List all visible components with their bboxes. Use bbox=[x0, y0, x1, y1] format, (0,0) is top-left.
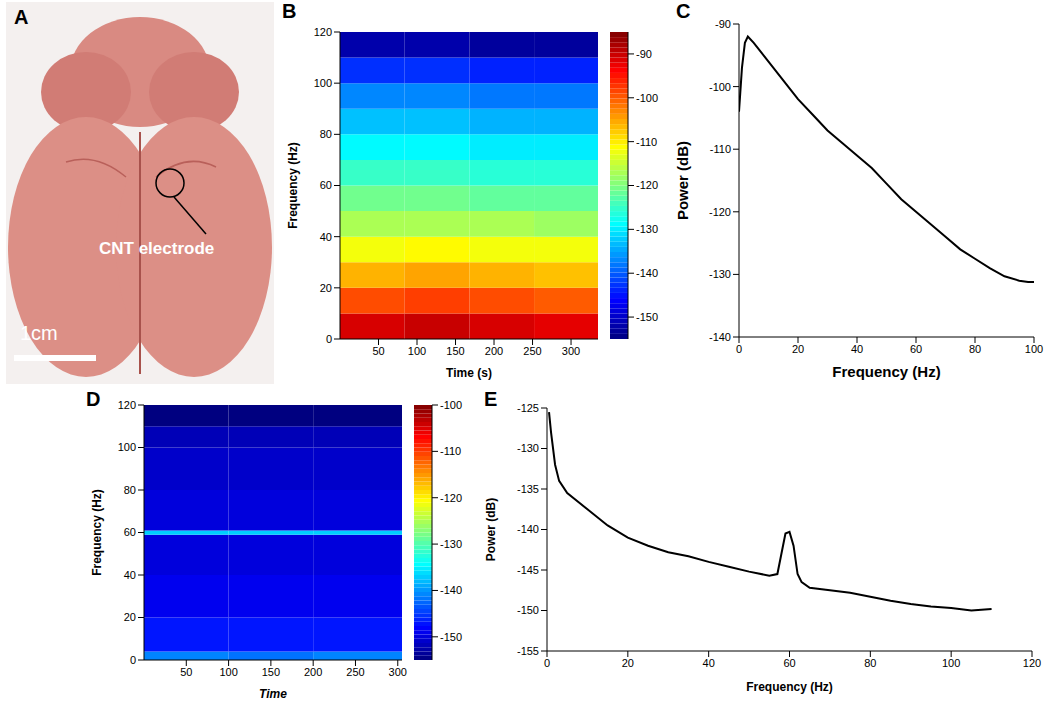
svg-text:60: 60 bbox=[124, 526, 136, 538]
svg-text:-155: -155 bbox=[517, 645, 539, 657]
svg-text:80: 80 bbox=[969, 343, 981, 355]
svg-text:250: 250 bbox=[346, 666, 364, 678]
svg-text:-125: -125 bbox=[517, 402, 539, 414]
svg-text:-100: -100 bbox=[636, 92, 658, 104]
svg-text:150: 150 bbox=[446, 345, 464, 357]
svg-text:-130: -130 bbox=[440, 538, 462, 550]
svg-text:-110: -110 bbox=[636, 136, 657, 148]
svg-text:40: 40 bbox=[124, 569, 136, 581]
svg-text:CNT electrode: CNT electrode bbox=[99, 239, 214, 258]
svg-text:40: 40 bbox=[851, 343, 863, 355]
svg-text:0: 0 bbox=[326, 333, 332, 345]
svg-text:100: 100 bbox=[1025, 343, 1043, 355]
svg-text:-100: -100 bbox=[440, 399, 462, 411]
svg-text:40: 40 bbox=[320, 231, 332, 243]
svg-text:60: 60 bbox=[910, 343, 922, 355]
html-text:E: E bbox=[484, 388, 498, 410]
svg-text:-150: -150 bbox=[517, 604, 539, 616]
svg-text:-140: -140 bbox=[709, 331, 731, 343]
svg-text:100: 100 bbox=[942, 657, 960, 669]
svg-text:-110: -110 bbox=[710, 143, 731, 155]
svg-text:80: 80 bbox=[124, 484, 136, 496]
svg-text:0: 0 bbox=[130, 654, 136, 666]
svg-text:100: 100 bbox=[118, 441, 136, 453]
svg-text:A: A bbox=[14, 6, 28, 28]
svg-text:-140: -140 bbox=[517, 523, 539, 535]
svg-text:200: 200 bbox=[304, 666, 322, 678]
svg-text:250: 250 bbox=[523, 345, 541, 357]
svg-text:120: 120 bbox=[1023, 657, 1041, 669]
svg-text:-120: -120 bbox=[636, 179, 658, 191]
svg-text:60: 60 bbox=[320, 179, 332, 191]
svg-text:-120: -120 bbox=[709, 206, 731, 218]
svg-text:0: 0 bbox=[544, 657, 550, 669]
svg-text:40: 40 bbox=[703, 657, 715, 669]
svg-text:200: 200 bbox=[485, 345, 503, 357]
svg-text:120: 120 bbox=[314, 26, 332, 38]
html-text:D: D bbox=[86, 388, 101, 410]
svg-text:-130: -130 bbox=[636, 223, 658, 235]
svg-text:60: 60 bbox=[783, 657, 795, 669]
svg-text:Time (s): Time (s) bbox=[446, 366, 492, 380]
svg-text:1cm: 1cm bbox=[20, 322, 58, 344]
svg-text:100: 100 bbox=[408, 345, 426, 357]
svg-text:Frequency (Hz): Frequency (Hz) bbox=[832, 363, 940, 380]
svg-text:-130: -130 bbox=[517, 442, 539, 454]
svg-text:-140: -140 bbox=[440, 584, 462, 596]
svg-text:20: 20 bbox=[320, 282, 332, 294]
html-text:B: B bbox=[282, 0, 297, 22]
svg-text:-135: -135 bbox=[517, 483, 539, 495]
html-text:C: C bbox=[676, 0, 691, 22]
svg-text:-150: -150 bbox=[440, 631, 462, 643]
svg-text:-90: -90 bbox=[636, 48, 652, 60]
svg-text:Frequency (Hz): Frequency (Hz) bbox=[746, 680, 833, 694]
svg-text:-110: -110 bbox=[440, 445, 461, 457]
svg-text:-120: -120 bbox=[440, 492, 462, 504]
svg-text:20: 20 bbox=[124, 611, 136, 623]
svg-text:300: 300 bbox=[562, 345, 580, 357]
svg-text:150: 150 bbox=[262, 666, 280, 678]
svg-text:-90: -90 bbox=[715, 18, 731, 30]
svg-text:50: 50 bbox=[180, 666, 192, 678]
svg-text:Power (dB): Power (dB) bbox=[674, 141, 691, 220]
svg-text:20: 20 bbox=[622, 657, 634, 669]
svg-text:-100: -100 bbox=[709, 81, 731, 93]
svg-text:100: 100 bbox=[314, 77, 332, 89]
svg-text:20: 20 bbox=[792, 343, 804, 355]
svg-text:Time: Time bbox=[259, 687, 287, 701]
svg-text:0: 0 bbox=[736, 343, 742, 355]
svg-text:Power (dB): Power (dB) bbox=[484, 498, 498, 561]
svg-text:-140: -140 bbox=[636, 267, 658, 279]
svg-text:-145: -145 bbox=[517, 564, 539, 576]
svg-text:80: 80 bbox=[864, 657, 876, 669]
svg-text:-130: -130 bbox=[709, 268, 731, 280]
svg-text:Frequency (Hz): Frequency (Hz) bbox=[286, 142, 300, 229]
svg-text:300: 300 bbox=[389, 666, 407, 678]
svg-text:120: 120 bbox=[118, 399, 136, 411]
svg-text:100: 100 bbox=[219, 666, 237, 678]
svg-text:Frequency (Hz): Frequency (Hz) bbox=[90, 489, 104, 576]
svg-text:-150: -150 bbox=[636, 311, 658, 323]
svg-text:50: 50 bbox=[372, 345, 384, 357]
svg-text:80: 80 bbox=[320, 128, 332, 140]
